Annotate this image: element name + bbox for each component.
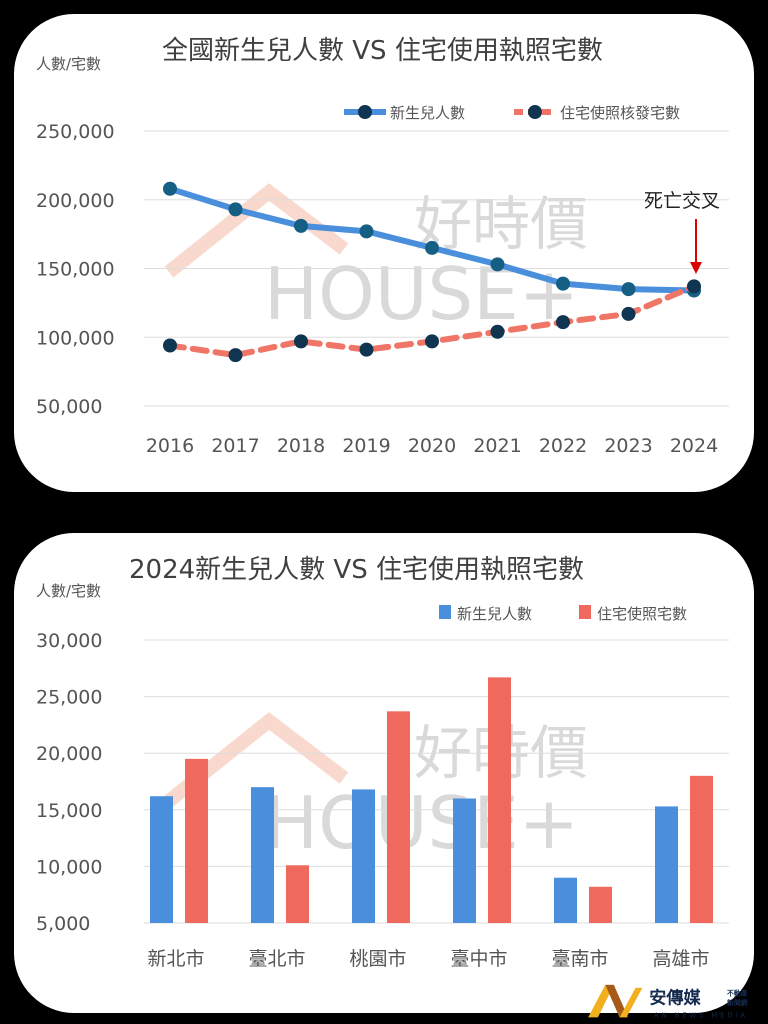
legend-marker — [528, 105, 542, 119]
data-point — [163, 181, 177, 196]
bar-housing — [387, 711, 410, 923]
bar-births — [150, 796, 173, 923]
an-news-media-logo: 安傳媒 不動產 新聞網 AN NEWS MEDIA — [588, 984, 748, 1019]
y-tick-label: 30,000 — [36, 630, 102, 652]
bar-housing — [286, 865, 309, 923]
legend-label: 新生兒人數 — [457, 605, 532, 623]
legend-marker — [358, 105, 372, 119]
bar-housing — [589, 886, 612, 923]
data-point — [294, 218, 308, 233]
bar-births — [251, 787, 274, 923]
y-tick-label: 50,000 — [36, 396, 102, 418]
y-tick-label: 10,000 — [36, 856, 102, 878]
bar-housing — [488, 677, 511, 923]
bar-births — [453, 798, 476, 923]
x-tick-label: 桃園市 — [349, 948, 406, 970]
legend-label: 住宅使照核發宅數 — [560, 104, 680, 122]
svg-text:新聞網: 新聞網 — [727, 998, 748, 1007]
data-point — [621, 306, 636, 321]
data-point — [294, 334, 308, 349]
arrow-head-icon — [690, 262, 702, 274]
x-tick-label: 2016 — [146, 435, 194, 457]
legend-swatch — [439, 605, 451, 619]
svg-text:AN NEWS MEDIA: AN NEWS MEDIA — [654, 1011, 748, 1019]
chart-title: 2024新生兒人數 VS 住宅使用執照宅數 — [129, 555, 584, 585]
y-axis-label: 人數/宅數 — [36, 582, 101, 600]
watermark-en: HOUSE+ — [264, 781, 579, 865]
y-tick-label: 150,000 — [36, 259, 115, 281]
x-tick-label: 2022 — [539, 435, 587, 457]
bar-housing — [690, 775, 713, 923]
data-point — [556, 276, 570, 291]
x-tick-label: 新北市 — [147, 948, 204, 970]
legend-label: 住宅使照宅數 — [597, 605, 687, 623]
x-tick-label: 2023 — [604, 435, 652, 457]
x-tick-label: 臺南市 — [551, 948, 608, 970]
legend-swatch — [579, 605, 591, 619]
watermark-en: HOUSE+ — [264, 252, 579, 336]
data-point — [621, 282, 636, 297]
data-point — [490, 324, 505, 339]
x-tick-label: 2020 — [408, 435, 456, 457]
y-tick-label: 20,000 — [36, 743, 102, 765]
x-tick-label: 2018 — [277, 435, 325, 457]
data-point — [425, 240, 439, 255]
bar-births — [352, 789, 375, 923]
data-point — [556, 315, 570, 330]
data-point — [490, 257, 505, 272]
y-tick-label: 25,000 — [36, 687, 102, 709]
legend-label: 新生兒人數 — [390, 104, 465, 122]
line-chart-card: 好時價 HOUSE+ 全國新生兒人數 VS 住宅使用執照宅數人數/宅數 250,000… — [14, 14, 754, 492]
data-point — [359, 342, 374, 357]
y-tick-label: 250,000 — [36, 121, 115, 143]
y-axis-label: 人數/宅數 — [36, 55, 101, 73]
bar-births — [554, 877, 577, 923]
data-point — [425, 334, 439, 349]
x-tick-label: 2017 — [211, 435, 259, 457]
chart-title: 全國新生兒人數 VS 住宅使用執照宅數 — [162, 36, 603, 66]
data-point — [228, 202, 243, 217]
data-point — [359, 224, 374, 239]
x-tick-label: 臺中市 — [450, 948, 507, 970]
x-tick-label: 高雄市 — [652, 948, 709, 970]
y-tick-label: 100,000 — [36, 327, 115, 349]
data-point — [687, 279, 701, 294]
y-tick-label: 15,000 — [36, 800, 102, 822]
x-tick-label: 2021 — [473, 435, 521, 457]
data-point — [228, 348, 243, 363]
x-tick-label: 2019 — [342, 435, 390, 457]
y-tick-label: 200,000 — [36, 190, 115, 212]
svg-text:不動產: 不動產 — [727, 989, 748, 998]
watermark-cn: 好時價 — [414, 190, 588, 258]
data-point — [163, 338, 177, 353]
bar-housing — [185, 758, 208, 923]
bar-births — [655, 806, 678, 923]
y-tick-label: 5,000 — [36, 913, 90, 935]
annotation-death-cross: 死亡交叉 — [644, 190, 720, 212]
svg-text:安傳媒: 安傳媒 — [649, 988, 701, 1009]
x-tick-label: 臺北市 — [248, 948, 305, 970]
x-tick-label: 2024 — [670, 435, 718, 457]
